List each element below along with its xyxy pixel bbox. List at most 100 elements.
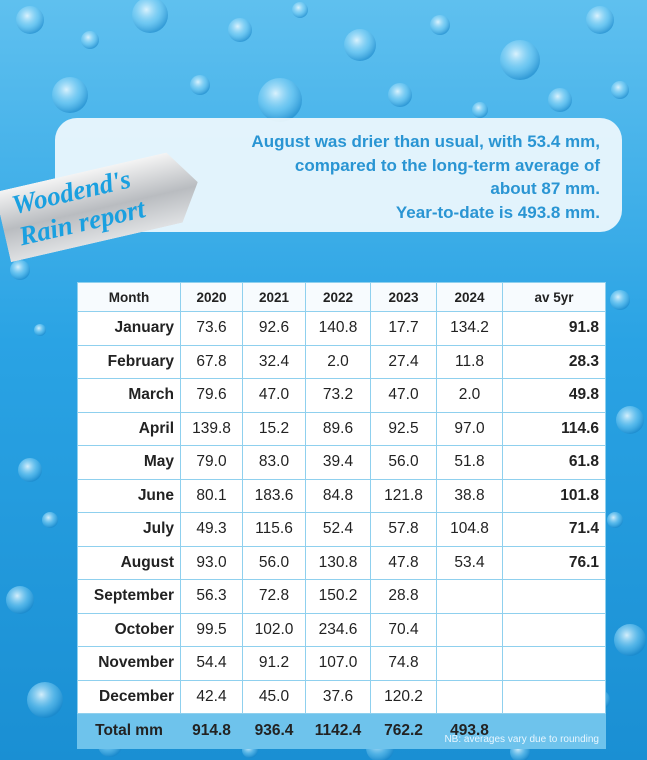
column-header: 2020 (181, 283, 243, 312)
rain-cell: 72.8 (243, 580, 306, 614)
rain-cell: 27.4 (371, 345, 437, 379)
bubble (586, 6, 614, 34)
month-cell: September (78, 580, 181, 614)
rain-cell: 52.4 (306, 513, 371, 547)
rain-cell: 130.8 (306, 546, 371, 580)
month-cell: December (78, 680, 181, 714)
rain-cell: 28.8 (371, 580, 437, 614)
month-cell: October (78, 613, 181, 647)
rain-cell: 234.6 (306, 613, 371, 647)
rain-cell (437, 680, 503, 714)
rain-cell: 73.6 (181, 312, 243, 346)
rain-cell: 15.2 (243, 412, 306, 446)
total-cell: 936.4 (243, 714, 306, 749)
column-header: Month (78, 283, 181, 312)
rain-cell: 51.8 (437, 446, 503, 480)
page: August was drier than usual, with 53.4 m… (0, 0, 647, 760)
rain-cell: 45.0 (243, 680, 306, 714)
bubble (548, 88, 572, 112)
rain-cell (437, 647, 503, 681)
column-header: av 5yr (503, 283, 606, 312)
total-label: Total mm (78, 714, 181, 749)
rain-cell: 140.8 (306, 312, 371, 346)
column-header: 2024 (437, 283, 503, 312)
rain-cell: 121.8 (371, 479, 437, 513)
rain-cell: 32.4 (243, 345, 306, 379)
rain-cell: 76.1 (503, 546, 606, 580)
rain-cell (503, 613, 606, 647)
rain-cell: 47.0 (243, 379, 306, 413)
rain-cell: 120.2 (371, 680, 437, 714)
rain-cell: 114.6 (503, 412, 606, 446)
rain-cell: 56.0 (243, 546, 306, 580)
month-cell: January (78, 312, 181, 346)
bubble (42, 512, 58, 528)
rain-cell: 139.8 (181, 412, 243, 446)
rain-cell: 11.8 (437, 345, 503, 379)
rain-cell: 67.8 (181, 345, 243, 379)
column-header: 2023 (371, 283, 437, 312)
bubble (6, 586, 34, 614)
rain-cell: 79.6 (181, 379, 243, 413)
bubble (228, 18, 252, 42)
bubble (344, 29, 376, 61)
rain-cell (503, 680, 606, 714)
total-cell: 1142.4 (306, 714, 371, 749)
rain-cell: 80.1 (181, 479, 243, 513)
rain-cell: 104.8 (437, 513, 503, 547)
rain-cell: 92.5 (371, 412, 437, 446)
rain-cell: 71.4 (503, 513, 606, 547)
rain-cell: 115.6 (243, 513, 306, 547)
bubble (27, 682, 63, 718)
rain-cell: 39.4 (306, 446, 371, 480)
rain-cell: 57.8 (371, 513, 437, 547)
rain-cell: 49.3 (181, 513, 243, 547)
month-cell: August (78, 546, 181, 580)
bubble (607, 512, 623, 528)
rain-cell: 150.2 (306, 580, 371, 614)
rain-cell (437, 613, 503, 647)
rain-cell: 102.0 (243, 613, 306, 647)
rain-cell: 99.5 (181, 613, 243, 647)
rain-cell: 61.8 (503, 446, 606, 480)
month-cell: April (78, 412, 181, 446)
rain-cell: 38.8 (437, 479, 503, 513)
rain-cell: 17.7 (371, 312, 437, 346)
bubble (16, 6, 44, 34)
rain-cell (437, 580, 503, 614)
bubble (190, 75, 210, 95)
total-cell: 914.8 (181, 714, 243, 749)
rain-cell: 37.6 (306, 680, 371, 714)
rain-cell: 2.0 (306, 345, 371, 379)
rain-cell: 49.8 (503, 379, 606, 413)
bubble (388, 83, 412, 107)
month-row: September56.372.8150.228.8 (78, 580, 606, 614)
bubble (18, 458, 42, 482)
rain-cell: 74.8 (371, 647, 437, 681)
bubble (500, 40, 540, 80)
month-cell: May (78, 446, 181, 480)
rain-cell: 92.6 (243, 312, 306, 346)
month-cell: November (78, 647, 181, 681)
column-header: 2021 (243, 283, 306, 312)
month-cell: July (78, 513, 181, 547)
footnote: NB: averages vary due to rounding (444, 734, 599, 745)
rain-cell: 47.8 (371, 546, 437, 580)
rain-cell: 91.8 (503, 312, 606, 346)
rain-cell: 28.3 (503, 345, 606, 379)
rain-cell: 101.8 (503, 479, 606, 513)
column-header: 2022 (306, 283, 371, 312)
rain-cell: 84.8 (306, 479, 371, 513)
bubble (258, 78, 302, 122)
rain-cell: 56.0 (371, 446, 437, 480)
month-row: June80.1183.684.8121.838.8101.8 (78, 479, 606, 513)
bubble (81, 31, 99, 49)
rain-cell (503, 647, 606, 681)
